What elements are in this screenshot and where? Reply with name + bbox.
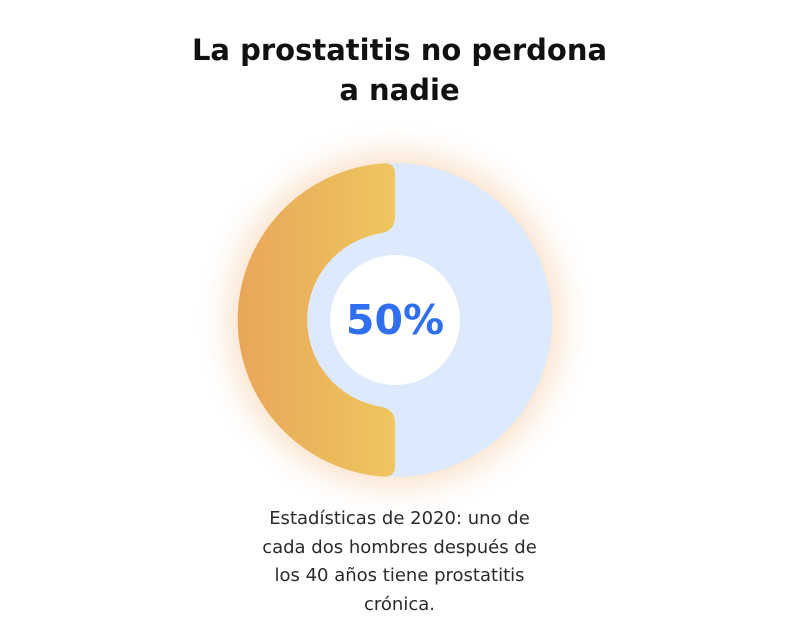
percentage-value: 50% [345,296,445,344]
title-line-2: a nadie [339,73,460,107]
donut-center [330,255,460,385]
chart-caption: Estadísticas de 2020: uno de cada dos ho… [0,505,799,619]
title-line-1: La prostatitis no perdona [191,33,608,67]
caption-line-3: los 40 años tiene prostatitis [274,565,525,586]
caption-line-4: crónica. [364,593,435,615]
donut-segment-highlight [237,163,395,477]
page-title: La prostatitis no perdona a nadie [0,30,799,110]
caption-line-2: cada dos hombres después de [262,536,537,558]
caption-line-1: Estadísticas de 2020: uno de [269,508,530,529]
